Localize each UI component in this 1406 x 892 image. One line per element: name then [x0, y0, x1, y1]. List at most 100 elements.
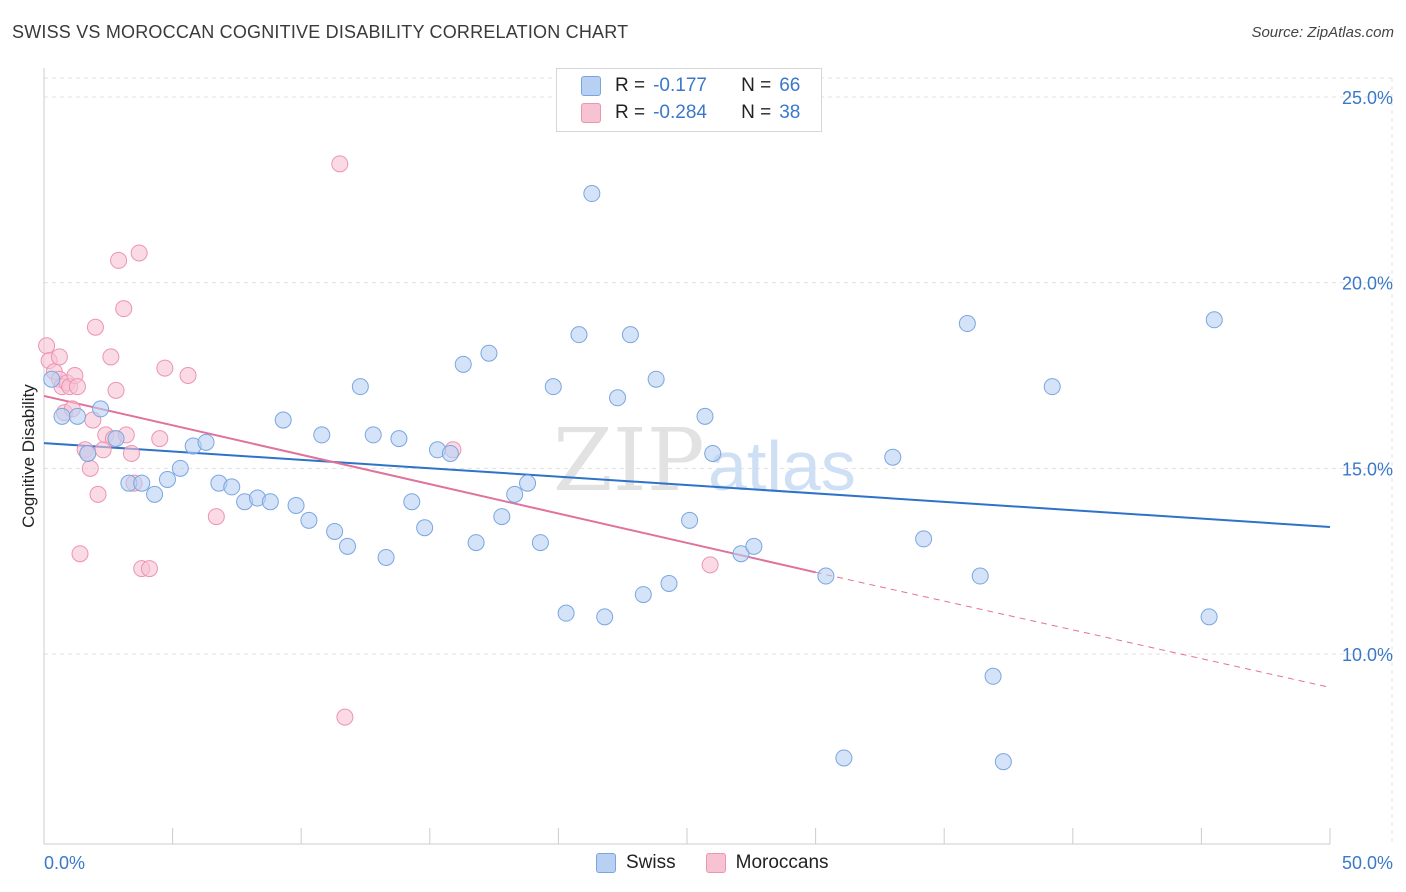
swiss-point [171, 459, 189, 477]
y-tick-label: 25.0% [1342, 88, 1393, 108]
moroccan-r-value: -0.284 [653, 102, 707, 123]
x-tick-label: 50.0% [1342, 853, 1393, 873]
swiss-point [480, 344, 498, 362]
y-tick-labels: 10.0% 15.0% 20.0% 25.0% [1342, 88, 1393, 665]
chart-title: SWISS VS MOROCCAN COGNITIVE DISABILITY C… [12, 22, 629, 42]
y-tick-label: 10.0% [1342, 645, 1393, 665]
moroccan-point [207, 508, 225, 526]
swiss-point [53, 407, 71, 425]
swiss-point [621, 326, 639, 344]
moroccan-r-label: R = [615, 102, 646, 123]
swiss-point [79, 444, 97, 462]
swiss-point [261, 493, 279, 511]
swiss-point [274, 411, 292, 429]
swiss-point [596, 608, 614, 626]
swiss-point [884, 448, 902, 466]
moroccan-point [102, 348, 120, 366]
source-label: Source: ZipAtlas.com [1251, 24, 1394, 41]
series-legend: Swiss Moroccans [596, 852, 859, 874]
swiss-point [133, 474, 151, 492]
swiss-point [519, 474, 537, 492]
swiss-point [197, 433, 215, 451]
swiss-point [609, 389, 627, 407]
moroccan-legend-label: Moroccans [735, 852, 829, 873]
swiss-point [338, 537, 356, 555]
legend-item-moroccans: Moroccans [705, 852, 829, 874]
swiss-point [971, 567, 989, 585]
moroccan-point [81, 459, 99, 477]
swiss-point [1043, 378, 1061, 396]
swiss-point [984, 667, 1002, 685]
moroccan-trend-extension [815, 571, 1331, 688]
swiss-point [915, 530, 933, 548]
trend-lines [43, 394, 1331, 688]
moroccan-n-label: N = [741, 102, 772, 123]
moroccan-point [156, 359, 174, 377]
moroccan-point [701, 556, 719, 574]
swiss-point [441, 444, 459, 462]
axes [43, 68, 1331, 845]
swiss-point [647, 370, 665, 388]
moroccan-point [71, 545, 89, 563]
swiss-point [493, 508, 511, 526]
moroccan-n-value: 38 [779, 102, 801, 123]
moroccan-point [89, 485, 107, 503]
moroccan-swatch [581, 103, 601, 123]
swiss-point [364, 426, 382, 444]
swiss-point [660, 574, 678, 592]
swiss-legend-label: Swiss [626, 852, 676, 873]
swiss-n-label: N = [741, 75, 772, 96]
swiss-point [377, 548, 395, 566]
swiss-point [403, 493, 421, 511]
swiss-point [390, 430, 408, 448]
swiss-point [146, 485, 164, 503]
swiss-point [681, 511, 699, 529]
moroccan-point [179, 367, 197, 384]
moroccan-point [50, 348, 68, 366]
moroccan-point [130, 244, 148, 262]
swiss-point [158, 470, 176, 488]
swiss-n-value: 66 [779, 75, 801, 96]
moroccan-point [336, 708, 354, 726]
y-axis-label: Cognitive Disability [19, 384, 38, 528]
moroccan-point [68, 378, 86, 396]
swiss-r-value: -0.177 [653, 75, 707, 96]
swiss-point [313, 426, 331, 444]
x-tick-labels: 0.0% 50.0% [44, 853, 1393, 873]
swiss-legend-swatch [596, 853, 616, 873]
swiss-point [557, 604, 575, 622]
y-tick-label: 20.0% [1342, 274, 1393, 294]
moroccan-point [86, 318, 104, 336]
swiss-swatch [581, 76, 601, 96]
watermark-zip: ZIP [553, 411, 705, 511]
swiss-point [544, 378, 562, 396]
swiss-point [467, 534, 485, 552]
swiss-points [43, 110, 1223, 771]
watermark-atlas: atlas [708, 427, 856, 505]
swiss-point [696, 407, 714, 425]
swiss-point [583, 185, 601, 203]
y-tick-label: 15.0% [1342, 459, 1393, 479]
swiss-point [300, 511, 318, 529]
swiss-point [994, 753, 1012, 771]
swiss-point [454, 355, 472, 373]
swiss-point [92, 400, 110, 418]
moroccan-point [110, 251, 128, 269]
moroccan-point [107, 381, 125, 399]
swiss-point [1205, 311, 1223, 329]
watermark: ZIP atlas [553, 411, 856, 511]
swiss-point [351, 378, 369, 396]
legend-row-swiss: R = -0.177 N = 66 [581, 73, 800, 99]
moroccan-point [115, 300, 133, 318]
x-tick-label: 0.0% [44, 853, 85, 873]
swiss-trend-line [43, 442, 1331, 529]
swiss-point [531, 534, 549, 552]
swiss-point [958, 315, 976, 333]
swiss-point [634, 586, 652, 604]
swiss-point [1200, 608, 1218, 626]
swiss-point [732, 545, 750, 563]
swiss-point [817, 567, 835, 585]
swiss-point [506, 485, 524, 503]
moroccan-point [140, 560, 158, 578]
